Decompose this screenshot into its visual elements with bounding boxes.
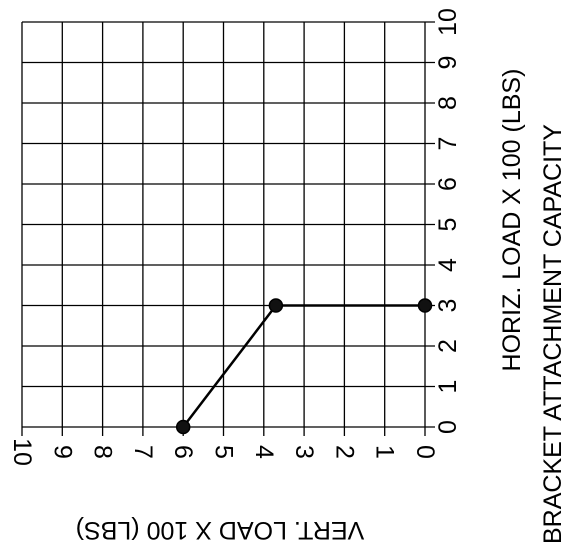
x-tick-label: 3	[290, 445, 318, 459]
x-tick-label: 5	[210, 445, 238, 459]
x-tick-label: 1	[371, 445, 399, 459]
y-tick-label: 8	[434, 96, 462, 110]
x-tick-label: 6	[169, 445, 197, 459]
y-tick-label: 1	[434, 380, 462, 394]
y-tick-label: 2	[434, 339, 462, 353]
x-tick-label: 7	[129, 445, 157, 459]
data-series	[175, 298, 433, 435]
x-tick-label: 2	[330, 445, 358, 459]
grid-lines	[21, 21, 435, 436]
x-tick-label: 9	[48, 445, 76, 459]
data-point	[175, 419, 191, 435]
y-tick-label: 3	[434, 299, 462, 313]
y-tick-label: 5	[434, 218, 462, 232]
chart-title: BRACKET ATTACHMENT CAPACITY	[539, 124, 565, 544]
y-tick-label: 0	[434, 420, 462, 434]
data-point	[417, 298, 433, 313]
data-point	[268, 298, 284, 313]
y-tick-label: 6	[434, 177, 462, 191]
y-tick-label: 4	[434, 258, 462, 272]
x-tick-label: 4	[250, 445, 278, 459]
y-tick-label: 9	[434, 56, 462, 70]
y-tick-label: 10	[434, 8, 462, 36]
y-axis-label: HORIZ. LOAD X 100 (LBS)	[498, 69, 526, 372]
x-tick-label: 10	[8, 438, 36, 466]
y-tick-label: 7	[434, 137, 462, 151]
x-tick-label: 0	[411, 445, 439, 459]
x-tick-label: 8	[89, 445, 117, 459]
x-axis-label: VERT. LOAD X 100 (LBS)	[76, 516, 365, 544]
